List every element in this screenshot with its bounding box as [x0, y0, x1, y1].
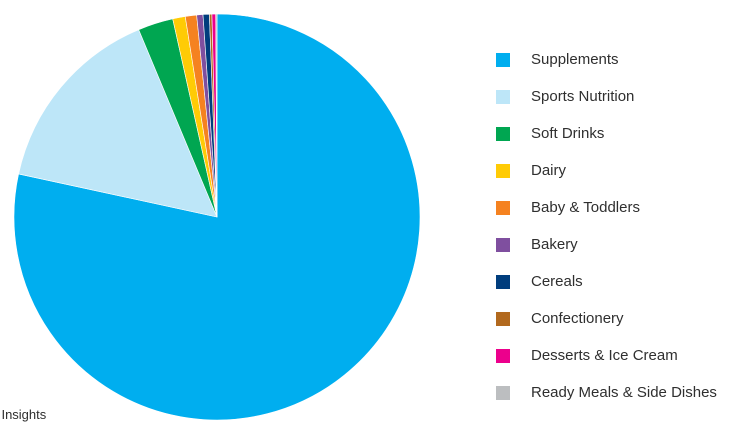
- legend-swatch: [496, 386, 510, 400]
- legend-swatch: [496, 164, 510, 178]
- chart-legend: Supplements Sports Nutrition Soft Drinks Da…: [496, 51, 717, 421]
- legend-item-5: Bakery: [496, 236, 717, 273]
- pie-slice-9: [215, 13, 218, 218]
- legend-label: Bakery: [531, 236, 578, 253]
- source-note: et Insights: [0, 407, 47, 422]
- legend-item-8: Desserts & Ice Cream: [496, 347, 717, 384]
- legend-label: Supplements: [531, 51, 619, 68]
- legend-label: Cereals: [531, 273, 583, 290]
- legend-item-7: Confectionery: [496, 310, 717, 347]
- legend-item-6: Cereals: [496, 273, 717, 310]
- legend-swatch: [496, 90, 510, 104]
- legend-label: Soft Drinks: [531, 125, 605, 142]
- legend-label: Confectionery: [531, 310, 624, 327]
- legend-item-3: Dairy: [496, 162, 717, 199]
- legend-swatch: [496, 312, 510, 326]
- legend-item-0: Supplements: [496, 51, 717, 88]
- legend-label: Baby & Toddlers: [531, 199, 640, 216]
- legend-swatch: [496, 53, 510, 67]
- legend-swatch: [496, 275, 510, 289]
- legend-label: Ready Meals & Side Dishes: [531, 384, 717, 401]
- pie-slice-1: [18, 29, 218, 218]
- legend-swatch: [496, 238, 510, 252]
- legend-item-9: Ready Meals & Side Dishes: [496, 384, 717, 421]
- pie-slices: [13, 13, 421, 421]
- legend-label: Dairy: [531, 162, 567, 179]
- legend-swatch: [496, 127, 510, 141]
- legend-item-4: Baby & Toddlers: [496, 199, 717, 236]
- legend-label: Desserts & Ice Cream: [531, 347, 678, 364]
- legend-item-1: Sports Nutrition: [496, 88, 717, 125]
- legend-label: Sports Nutrition: [531, 88, 635, 105]
- legend-item-2: Soft Drinks: [496, 125, 717, 162]
- legend-swatch: [496, 349, 510, 363]
- legend-swatch: [496, 201, 510, 215]
